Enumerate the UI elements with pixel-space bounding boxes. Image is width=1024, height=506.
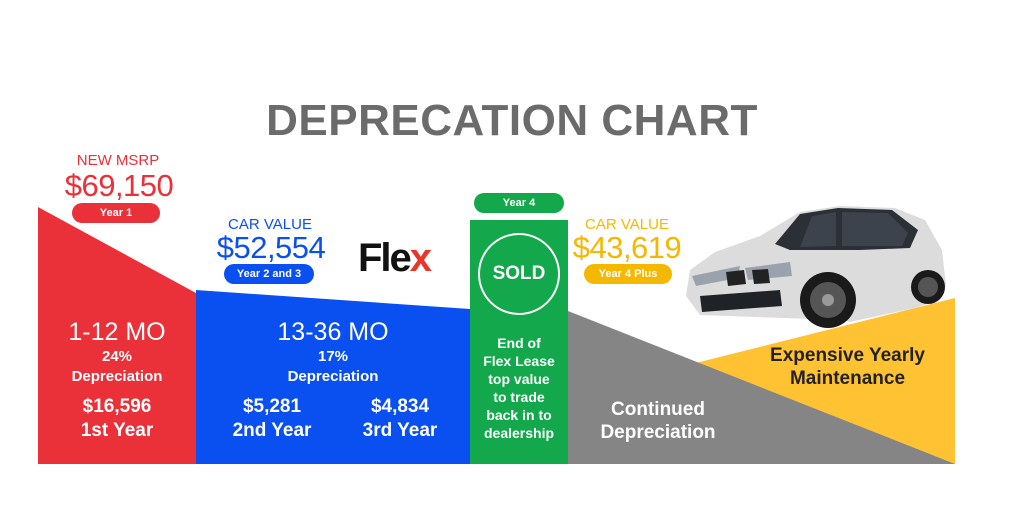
car-illustration (686, 206, 946, 328)
msrp-label: NEW MSRP (76, 152, 160, 169)
year1-percent-label: Depreciation (71, 368, 163, 385)
year1-amount: $16,596 (82, 396, 152, 417)
flex-logo: Flex (358, 236, 432, 281)
year1-period: 1-12 MO (68, 318, 166, 346)
year2-3-band (196, 290, 470, 464)
year4-line: Flex Lease (483, 353, 555, 369)
year1-amount-label: 1st Year (80, 420, 154, 441)
flex-logo-text: Fle (358, 236, 412, 280)
page-title: DEPRECATION CHART (266, 96, 758, 145)
car-value-1: $52,554 (216, 230, 326, 265)
maintenance-band (568, 298, 955, 464)
maintenance-line: Expensive Yearly (770, 345, 925, 366)
year3-amount-label: 3rd Year (362, 420, 438, 441)
continued-depreciation-band (568, 311, 955, 464)
year2-amount-label: 2nd Year (232, 420, 312, 441)
year4-line: End of (497, 335, 541, 351)
year1-percent: 24% (101, 348, 133, 365)
year1-band (38, 207, 196, 464)
maintenance-line: Maintenance (789, 368, 906, 389)
sold-badge: SOLD (478, 233, 560, 315)
car-value-label-2: CAR VALUE (585, 216, 669, 233)
year4-line: dealership (483, 425, 555, 441)
year3-amount: $4,834 (370, 396, 430, 417)
year4-line: back in to (486, 407, 552, 423)
car-value-label-1: CAR VALUE (228, 216, 312, 233)
year4-description: End of Flex Lease top value to trade bac… (470, 334, 568, 442)
year4-line: to trade (493, 389, 545, 405)
year4-line: top value (488, 371, 550, 387)
msrp-value: $69,150 (64, 168, 174, 203)
year2-3-percent: 17% (317, 348, 349, 365)
year2-3-pill: Year 2 and 3 (224, 264, 314, 284)
continued-line: Depreciation (600, 422, 716, 443)
year2-3-percent-label: Depreciation (287, 368, 379, 385)
year2-amount: $5,281 (242, 396, 302, 417)
car-value-2: $43,619 (572, 230, 682, 265)
year4-plus-pill: Year 4 Plus (584, 264, 672, 284)
year2-3-period: 13-36 MO (277, 318, 389, 346)
flex-logo-x-icon: x (409, 236, 432, 280)
year4-pill: Year 4 (474, 193, 564, 213)
continued-depreciation-label: Continued Depreciation (578, 398, 738, 444)
year1-pill: Year 1 (72, 203, 160, 223)
maintenance-label: Expensive Yearly Maintenance (750, 344, 945, 390)
continued-line: Continued (611, 399, 705, 420)
